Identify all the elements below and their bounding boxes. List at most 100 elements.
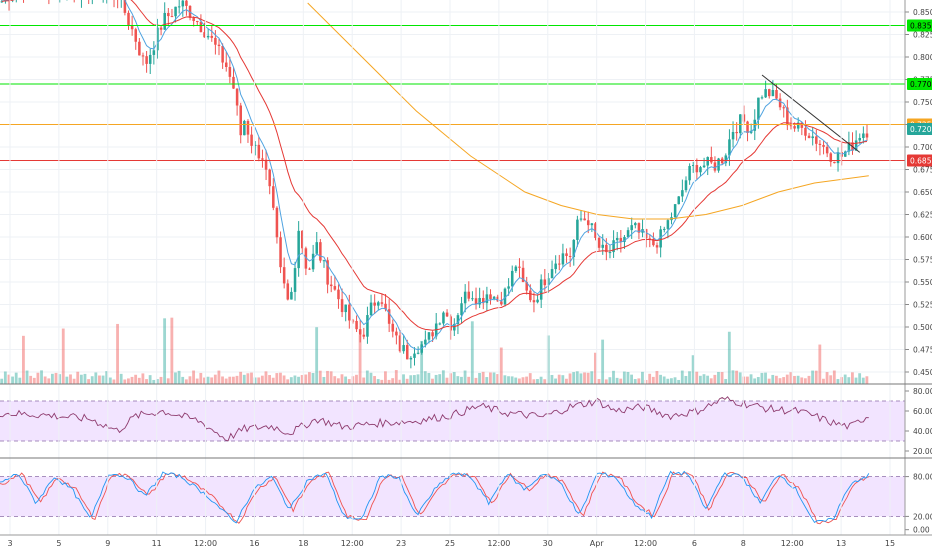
- volume-bar: [503, 375, 506, 384]
- volume-bar: [87, 379, 90, 384]
- volume-bar: [728, 332, 731, 384]
- volume-bar: [286, 379, 289, 384]
- ema-fast-line: [2, 0, 867, 350]
- candle-body: [757, 98, 760, 120]
- volume-bar: [170, 318, 173, 384]
- candle-body: [808, 136, 811, 138]
- volume-bar: [120, 374, 123, 384]
- candle-body: [392, 324, 395, 332]
- rsi-tick-label: 40.00: [913, 427, 932, 436]
- volume-bar: [330, 371, 333, 384]
- volume-bar: [826, 372, 829, 384]
- volume-bar: [370, 373, 373, 384]
- candle-body: [381, 302, 384, 303]
- candle-body: [500, 301, 503, 304]
- candle-body: [279, 237, 282, 267]
- candle-body: [442, 313, 445, 324]
- volume-bar: [837, 379, 840, 384]
- volume-bar: [634, 379, 637, 384]
- candle-body: [312, 254, 315, 270]
- candle-body: [591, 223, 594, 225]
- candle-body: [355, 321, 358, 329]
- candle-body: [667, 220, 670, 229]
- stoch-tick-label: 20.00: [913, 512, 932, 521]
- candle-body: [373, 303, 376, 306]
- volume-bar: [236, 376, 239, 384]
- volume-bar: [51, 374, 54, 384]
- candle-body: [196, 21, 199, 22]
- volume-bar: [22, 336, 25, 384]
- volume-bar: [442, 370, 445, 384]
- candle-body: [544, 279, 547, 285]
- x-tick-label: 30: [543, 539, 553, 548]
- volume-bar: [145, 379, 148, 384]
- candle-body: [153, 50, 156, 55]
- volume-bar: [185, 379, 188, 384]
- volume-bar: [435, 375, 438, 384]
- price-tick-label: 0.675: [913, 166, 932, 175]
- candle-body: [732, 132, 735, 139]
- candle-body: [319, 242, 322, 260]
- candle-body: [290, 292, 293, 300]
- volume-bar: [152, 380, 155, 384]
- candle-body: [337, 290, 340, 300]
- volume-bar: [641, 372, 644, 384]
- candle-body: [359, 329, 362, 335]
- candle-body: [406, 345, 409, 359]
- candle-body: [185, 1, 188, 6]
- volume-bar: [648, 374, 651, 384]
- volume-bar: [275, 373, 278, 384]
- candle-body: [323, 260, 326, 261]
- candle-body: [258, 145, 261, 159]
- volume-bar: [551, 375, 554, 384]
- candle-body: [214, 38, 217, 45]
- volume-bar: [522, 377, 525, 384]
- candle-body: [518, 267, 521, 268]
- volume-bar: [746, 377, 749, 384]
- x-tick-label: 12:00: [487, 539, 510, 548]
- candle-body: [529, 291, 532, 301]
- volume-bar: [710, 378, 713, 384]
- volume-bar: [811, 371, 814, 384]
- volume-bar: [319, 371, 322, 384]
- x-tick-label: 18: [298, 539, 308, 548]
- x-tick-label: 13: [836, 539, 846, 548]
- volume-bar: [344, 377, 347, 384]
- candle-body: [410, 358, 413, 359]
- volume-bar: [160, 377, 163, 384]
- volume-bar: [134, 375, 137, 384]
- volume-bar: [587, 373, 590, 384]
- volume-bar: [695, 372, 698, 384]
- volume-bar: [355, 375, 358, 384]
- candle-body: [616, 238, 619, 240]
- candle-body: [656, 245, 659, 247]
- volume-bar: [80, 375, 83, 384]
- volume-bar: [261, 376, 264, 384]
- volume-bar: [460, 377, 463, 384]
- volume-bar: [232, 377, 235, 384]
- candle-body: [149, 55, 152, 64]
- volume-bar: [543, 379, 546, 384]
- volume-bar: [123, 379, 126, 384]
- volume-bar: [207, 377, 210, 384]
- candle-body: [554, 264, 557, 270]
- candle-body: [630, 225, 633, 230]
- candle-body: [211, 36, 214, 38]
- volume-bar: [315, 327, 318, 384]
- volume-bar: [699, 376, 702, 384]
- volume-bar: [304, 375, 307, 384]
- candle-body: [439, 323, 442, 324]
- candle-body: [478, 298, 481, 304]
- x-tick-label: 25: [445, 539, 455, 548]
- candle-body: [460, 303, 463, 315]
- volume-bar: [757, 377, 760, 384]
- volume-bar: [713, 375, 716, 384]
- volume-bar: [373, 376, 376, 384]
- volume-bar: [362, 378, 365, 384]
- volume-bar: [717, 372, 720, 384]
- volume-bar: [482, 372, 485, 384]
- candle-body: [587, 220, 590, 225]
- volume-bar: [793, 376, 796, 384]
- volume-bar: [851, 372, 854, 384]
